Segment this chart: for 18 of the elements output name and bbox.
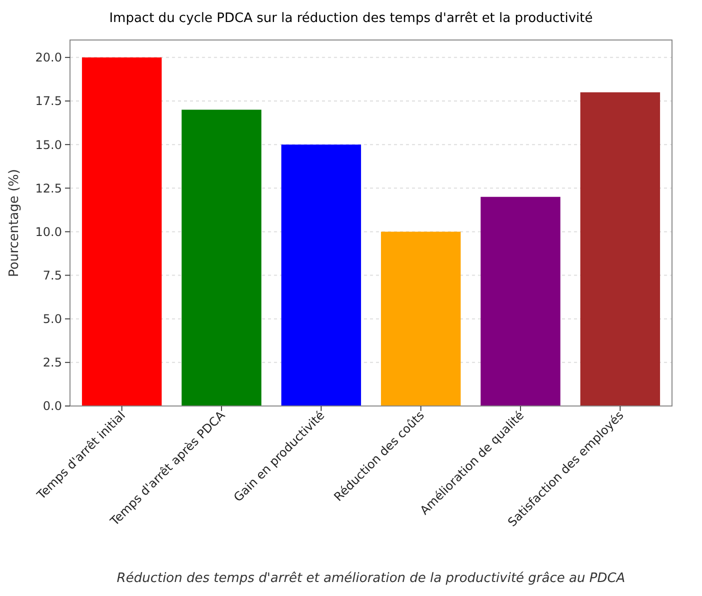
y-tick-label: 7.5 xyxy=(42,268,62,282)
bar xyxy=(480,196,560,406)
bar xyxy=(380,232,461,406)
y-tick-label: 10.0 xyxy=(35,224,62,239)
bar xyxy=(82,57,162,406)
bar xyxy=(281,144,362,406)
chart-title: Impact du cycle PDCA sur la réduction des temps d'arrêt et la productivité xyxy=(109,11,593,26)
y-tick-label: 5.0 xyxy=(42,312,62,326)
y-tick-label: 20.0 xyxy=(35,50,62,65)
y-tick-label: 17.5 xyxy=(35,94,62,108)
y-tick-label: 2.5 xyxy=(42,356,62,370)
y-tick-label: 12.5 xyxy=(35,181,62,196)
bar xyxy=(580,92,660,406)
y-tick-label: 0.0 xyxy=(42,399,62,414)
y-axis-title: Pourcentage (%) xyxy=(7,169,22,277)
bar xyxy=(182,110,262,406)
y-tick-label: 15.0 xyxy=(35,138,62,152)
x-axis-title: Réduction des temps d'arrêt et amélioration de la productivité grâce au PDCA xyxy=(116,571,626,586)
